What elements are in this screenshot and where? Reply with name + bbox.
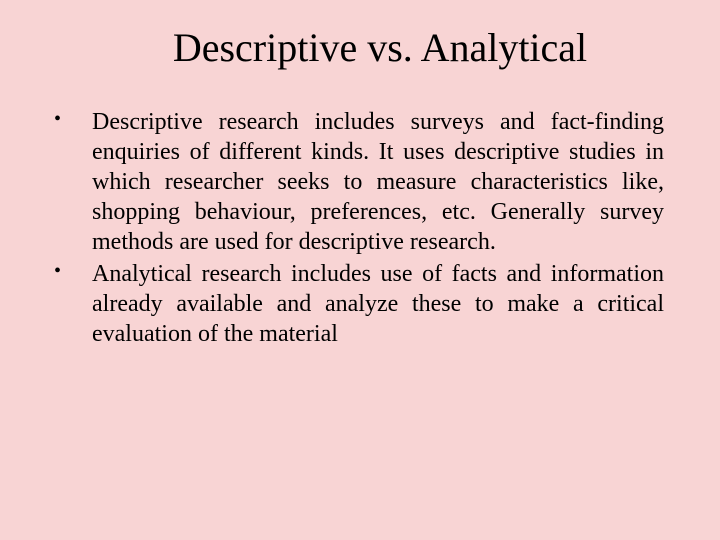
- list-item: Descriptive research includes surveys an…: [48, 107, 664, 257]
- slide-title: Descriptive vs. Analytical: [40, 24, 680, 71]
- slide: Descriptive vs. Analytical Descriptive r…: [0, 0, 720, 540]
- list-item: Analytical research includes use of fact…: [48, 259, 664, 349]
- bullet-list: Descriptive research includes surveys an…: [48, 107, 664, 349]
